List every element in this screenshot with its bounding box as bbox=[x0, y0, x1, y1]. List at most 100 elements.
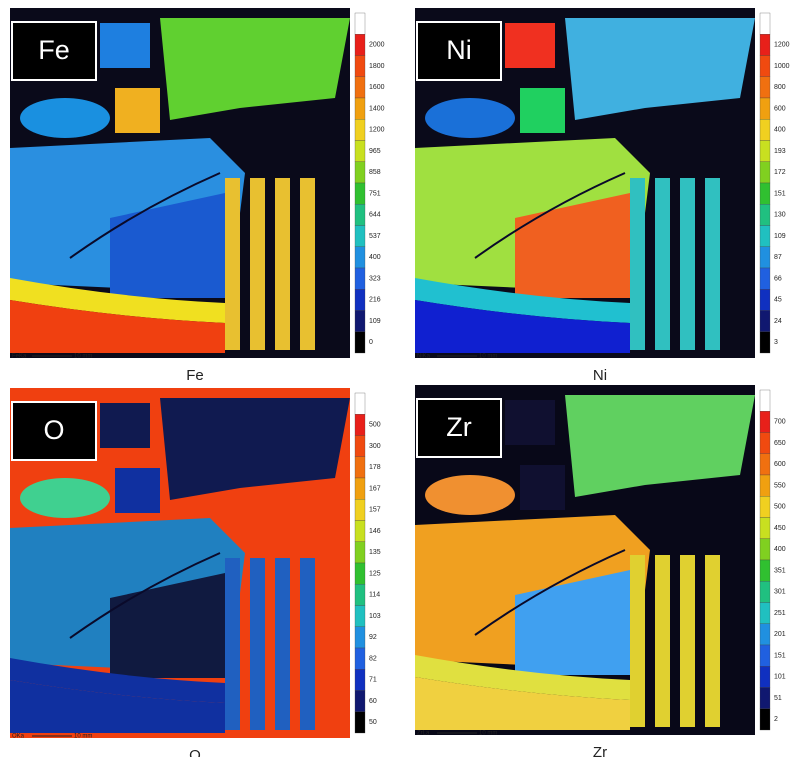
color-bar-cell bbox=[355, 119, 365, 140]
color-bar-cell bbox=[760, 688, 770, 709]
map-region bbox=[20, 98, 110, 138]
color-bar-label: 60 bbox=[369, 698, 377, 705]
color-bar-cell bbox=[760, 183, 770, 204]
panel-label: O bbox=[43, 415, 64, 445]
color-bar-label: 193 bbox=[774, 148, 786, 155]
color-bar-label: 400 bbox=[369, 254, 381, 261]
color-bar-cell bbox=[355, 226, 365, 247]
color-bar-cell bbox=[760, 411, 770, 432]
color-bar-cell bbox=[355, 34, 365, 55]
map-strip bbox=[300, 178, 315, 350]
map-strip bbox=[705, 555, 720, 727]
color-bar-cell bbox=[355, 521, 365, 542]
color-bar-cell bbox=[355, 183, 365, 204]
color-bar-label: 751 bbox=[369, 190, 381, 197]
color-bar-label: 114 bbox=[369, 592, 380, 599]
color-bar-cell bbox=[355, 311, 365, 332]
color-bar-label: 2000 bbox=[369, 42, 385, 49]
color-bar-cell bbox=[355, 332, 365, 353]
map-strip bbox=[275, 178, 290, 350]
color-bar-cell bbox=[760, 141, 770, 162]
panel-label: Ni bbox=[446, 35, 472, 65]
scale-label: FeKa bbox=[12, 354, 27, 360]
map-region bbox=[425, 475, 515, 515]
color-bar-cell bbox=[760, 454, 770, 475]
color-bar-cell bbox=[760, 645, 770, 666]
color-bar-label: 125 bbox=[369, 570, 381, 577]
map-region bbox=[115, 88, 160, 133]
color-bar-label: 216 bbox=[369, 297, 381, 304]
color-bar-cell bbox=[760, 475, 770, 496]
scale-label: NiKa bbox=[417, 354, 431, 360]
color-bar-label: 644 bbox=[369, 212, 381, 219]
panel: 2000180016001400120096585875164453740032… bbox=[10, 8, 385, 384]
color-bar-label: 172 bbox=[774, 169, 786, 176]
panel: 1200100080060040019317215113010987664524… bbox=[415, 8, 790, 384]
map-region bbox=[520, 88, 565, 133]
map-strip bbox=[225, 558, 240, 730]
color-bar-cell bbox=[355, 289, 365, 310]
map-region bbox=[20, 478, 110, 518]
panel-label: Fe bbox=[38, 35, 70, 65]
panel-caption: Ni bbox=[593, 367, 607, 384]
map-region bbox=[425, 98, 515, 138]
map-strip bbox=[275, 558, 290, 730]
color-bar-label: 1400 bbox=[369, 105, 385, 112]
color-bar-cell bbox=[355, 56, 365, 77]
color-bar-label: 66 bbox=[774, 275, 782, 282]
color-bar-cell bbox=[760, 581, 770, 602]
color-bar-cell bbox=[355, 204, 365, 225]
color-bar-cell bbox=[760, 709, 770, 730]
map-strip bbox=[655, 555, 670, 727]
color-bar-cell bbox=[760, 311, 770, 332]
color-bar-label: 251 bbox=[774, 610, 786, 617]
map-region bbox=[505, 400, 555, 445]
color-bar-label: 400 bbox=[774, 546, 786, 553]
color-bar-label: 323 bbox=[369, 275, 381, 282]
color-bar-label: 109 bbox=[369, 318, 381, 325]
color-bar-label: 1200 bbox=[369, 127, 385, 134]
color-bar-label: 0 bbox=[369, 339, 373, 346]
map-strip bbox=[250, 558, 265, 730]
color-bar-label: 24 bbox=[774, 318, 782, 325]
map-region bbox=[520, 465, 565, 510]
panel-label: Zr bbox=[446, 412, 471, 442]
color-bar-cell bbox=[760, 433, 770, 454]
map-strip bbox=[250, 178, 265, 350]
color-bar-label: 2 bbox=[774, 716, 778, 723]
figure: 2000180016001400120096585875164453740032… bbox=[0, 0, 794, 757]
color-bar-cell bbox=[760, 13, 770, 34]
color-bar-label: 178 bbox=[369, 464, 381, 471]
scale-length: 10 mm bbox=[74, 734, 92, 740]
color-bar-label: 600 bbox=[774, 105, 786, 112]
panel-caption: Fe bbox=[186, 367, 204, 384]
map-strip bbox=[680, 178, 695, 350]
color-bar-label: 1000 bbox=[774, 63, 790, 70]
color-bar-cell bbox=[355, 606, 365, 627]
color-bar-cell bbox=[355, 563, 365, 584]
map-strip bbox=[680, 555, 695, 727]
panel: 7006506005505004504003513012512011511015… bbox=[415, 385, 786, 757]
map-strip bbox=[630, 555, 645, 727]
map-strip bbox=[705, 178, 720, 350]
color-bar-cell bbox=[355, 712, 365, 733]
color-bar-label: 800 bbox=[774, 84, 786, 91]
color-bar-label: 50 bbox=[369, 719, 377, 726]
color-bar-cell bbox=[760, 603, 770, 624]
color-bar-cell bbox=[760, 624, 770, 645]
map-strip bbox=[300, 558, 315, 730]
color-bar-label: 82 bbox=[369, 655, 377, 662]
color-bar-cell bbox=[355, 77, 365, 98]
color-bar-cell bbox=[760, 77, 770, 98]
color-bar-label: 45 bbox=[774, 297, 782, 304]
color-bar-label: 130 bbox=[774, 212, 786, 219]
color-bar-label: 600 bbox=[774, 461, 786, 468]
scale-label: ZrLa bbox=[417, 731, 430, 737]
map-region bbox=[100, 23, 150, 68]
color-bar-cell bbox=[355, 691, 365, 712]
color-bar-cell bbox=[760, 390, 770, 411]
color-bar-label: 1200 bbox=[774, 42, 790, 49]
color-bar-label: 167 bbox=[369, 485, 381, 492]
color-bar-cell bbox=[355, 13, 365, 34]
color-bar-cell bbox=[760, 289, 770, 310]
